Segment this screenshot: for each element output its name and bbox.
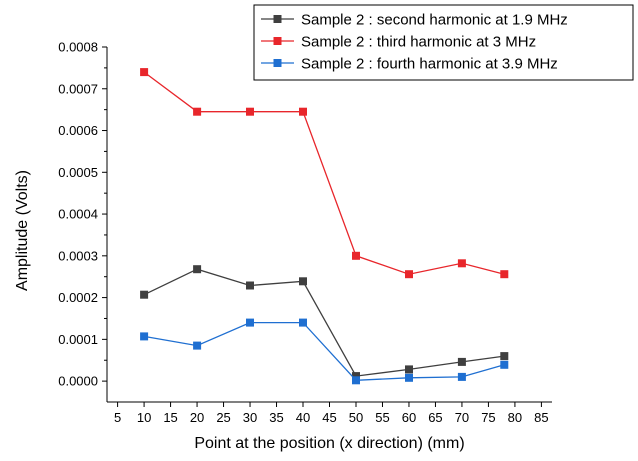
data-point bbox=[405, 373, 413, 382]
data-point bbox=[193, 265, 202, 274]
data-point bbox=[500, 352, 509, 361]
x-axis: 5 10 15 20 25 30 35 40 45 50 55 60 65 70 75 80 85 bbox=[114, 402, 549, 425]
x-tick-label: 55 bbox=[375, 410, 389, 425]
data-point bbox=[193, 107, 202, 116]
data-point bbox=[457, 357, 466, 366]
x-axis-title: Point at the position (x direction) (mm) bbox=[194, 435, 464, 452]
data-point bbox=[246, 281, 254, 290]
x-tick-label: 50 bbox=[349, 410, 363, 425]
y-tick-label: 0.0003 bbox=[58, 248, 98, 263]
y-axis-title: Amplitude (Volts) bbox=[14, 170, 31, 291]
data-point bbox=[299, 318, 307, 327]
legend-marker bbox=[273, 15, 282, 23]
data-point bbox=[405, 365, 413, 374]
series-layer bbox=[140, 68, 509, 385]
y-tick-label: 0.0006 bbox=[58, 123, 98, 138]
data-point bbox=[140, 332, 149, 341]
data-point bbox=[246, 107, 254, 116]
series-1 bbox=[140, 265, 509, 381]
data-point bbox=[140, 290, 149, 299]
x-tick-label: 35 bbox=[269, 410, 283, 425]
data-point bbox=[457, 372, 466, 381]
y-tick-label: 0.0007 bbox=[58, 81, 98, 96]
legend-label: Sample 2 : third harmonic at 3 MHz bbox=[301, 34, 536, 51]
data-point bbox=[352, 376, 360, 385]
data-point bbox=[457, 259, 466, 268]
series-2 bbox=[140, 68, 509, 279]
y-tick-label: 0.0005 bbox=[58, 165, 98, 180]
series-3 bbox=[140, 318, 509, 385]
x-tick-label: 45 bbox=[322, 410, 336, 425]
x-tick-label: 20 bbox=[190, 410, 204, 425]
y-tick-label: 0.0001 bbox=[58, 332, 98, 347]
x-tick-label: 70 bbox=[455, 410, 469, 425]
y-tick-label: 0.0000 bbox=[58, 374, 98, 389]
data-point bbox=[352, 251, 360, 260]
legend: Sample 2 : second harmonic at 1.9 MHz Sam… bbox=[253, 4, 634, 81]
y-tick-label: 0.0002 bbox=[58, 290, 98, 305]
x-tick-label: 5 bbox=[114, 410, 121, 425]
series-line bbox=[143, 71, 505, 275]
x-tick-label: 30 bbox=[243, 410, 257, 425]
series-line bbox=[143, 321, 505, 381]
x-tick-label: 25 bbox=[216, 410, 230, 425]
data-point bbox=[299, 277, 307, 286]
data-point bbox=[405, 270, 413, 279]
y-tick-label: 0.0004 bbox=[58, 207, 98, 222]
legend-entry: Sample 2 : second harmonic at 1.9 MHz bbox=[261, 12, 568, 29]
x-tick-label: 40 bbox=[296, 410, 310, 425]
data-point bbox=[500, 270, 509, 279]
x-tick-label: 15 bbox=[163, 410, 177, 425]
data-point bbox=[299, 107, 307, 116]
data-point bbox=[500, 360, 509, 369]
legend-box bbox=[253, 4, 634, 81]
y-axis: 0.0000 0.0001 0.0002 0.0003 0.0004 0.0005 0.00… bbox=[58, 40, 107, 389]
legend-label: Sample 2 : fourth harmonic at 3.9 MHz bbox=[301, 56, 558, 73]
x-tick-label: 60 bbox=[402, 410, 416, 425]
y-tick-label: 0.0008 bbox=[58, 40, 98, 55]
legend-entry: Sample 2 : third harmonic at 3 MHz bbox=[261, 34, 536, 51]
legend-marker bbox=[273, 37, 282, 45]
legend-entry: Sample 2 : fourth harmonic at 3.9 MHz bbox=[261, 56, 558, 73]
data-point bbox=[140, 68, 149, 77]
data-point bbox=[193, 341, 202, 350]
plot-frame bbox=[106, 47, 552, 403]
x-tick-label: 80 bbox=[508, 410, 522, 425]
x-tick-label: 10 bbox=[137, 410, 151, 425]
x-tick-label: 75 bbox=[481, 410, 495, 425]
legend-label: Sample 2 : second harmonic at 1.9 MHz bbox=[301, 12, 568, 29]
x-tick-label: 65 bbox=[428, 410, 442, 425]
series-line bbox=[143, 268, 505, 377]
x-tick-label: 85 bbox=[534, 410, 548, 425]
data-point bbox=[246, 318, 254, 327]
legend-marker bbox=[273, 59, 282, 67]
data-point bbox=[352, 372, 360, 381]
